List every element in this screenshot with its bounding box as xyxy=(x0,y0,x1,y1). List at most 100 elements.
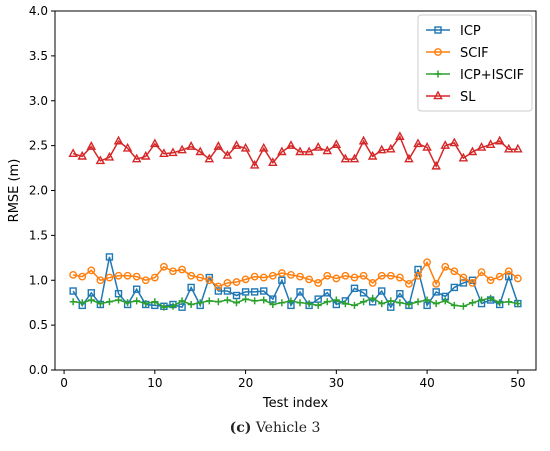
data-point-icp-iscif xyxy=(214,298,222,306)
data-point-icp-iscif xyxy=(487,294,495,302)
data-point-icp-iscif xyxy=(514,300,522,308)
y-tick-label: 1.5 xyxy=(29,228,48,242)
legend-marker-icp xyxy=(434,26,442,34)
data-point-icp xyxy=(432,288,440,296)
data-point-icp-iscif xyxy=(305,300,313,308)
data-point-icp-iscif xyxy=(205,297,213,305)
data-point-sl xyxy=(258,142,269,152)
data-point-sl xyxy=(395,131,405,140)
data-point-scif xyxy=(395,273,404,282)
data-point-sl xyxy=(122,142,133,152)
data-point-icp-iscif xyxy=(350,301,358,309)
data-point-icp-iscif xyxy=(287,297,295,305)
data-point-icp-iscif xyxy=(223,296,231,304)
data-point-scif xyxy=(423,258,431,267)
data-point-icp xyxy=(187,283,195,292)
data-point-icp-iscif xyxy=(187,300,195,308)
data-point-scif xyxy=(277,269,286,277)
data-point-sl xyxy=(367,150,378,160)
caption-label: (c) xyxy=(229,420,252,436)
data-point-sl xyxy=(313,141,323,151)
data-point-icp-iscif xyxy=(378,300,386,308)
y-tick-label: 3.5 xyxy=(29,49,48,63)
data-point-icp-iscif xyxy=(323,298,331,306)
legend-marker-scif xyxy=(434,48,442,56)
data-point-sl xyxy=(485,139,496,149)
data-point-sl xyxy=(140,150,151,160)
data-point-sl xyxy=(277,146,287,156)
data-point-sl xyxy=(413,138,423,148)
data-point-scif xyxy=(78,272,87,281)
data-point-sl xyxy=(494,135,505,145)
data-point-scif xyxy=(232,278,241,286)
data-point-icp xyxy=(323,289,331,297)
series-line-icp xyxy=(72,256,519,309)
data-point-sl xyxy=(286,140,296,149)
data-point-scif xyxy=(405,279,413,288)
data-point-sl xyxy=(295,146,305,156)
data-point-scif xyxy=(495,272,504,281)
data-point-scif xyxy=(513,274,522,283)
data-point-sl xyxy=(131,153,142,163)
y-tick-label: 2.5 xyxy=(29,139,48,153)
data-point-icp-iscif xyxy=(332,296,340,304)
x-axis-ticks: 0 10 20 30 40 50 xyxy=(60,370,525,390)
x-tick-label: 10 xyxy=(147,376,162,390)
data-point-scif xyxy=(441,262,450,271)
data-point-icp xyxy=(450,283,459,292)
data-point-icp-iscif xyxy=(450,301,458,309)
data-point-sl xyxy=(503,143,514,153)
data-point-icp-iscif xyxy=(387,297,395,305)
data-point-sl xyxy=(150,138,160,148)
data-point-sl xyxy=(222,150,233,159)
data-point-scif xyxy=(386,271,395,280)
data-point-icp-iscif xyxy=(160,303,168,311)
data-point-sl xyxy=(240,142,251,152)
series-icp-iscif xyxy=(69,294,522,311)
data-point-icp xyxy=(69,287,77,295)
data-point-icp xyxy=(396,290,404,298)
data-point-icp xyxy=(505,272,513,281)
y-axis-label: RMSE (m) xyxy=(7,159,22,223)
data-point-scif xyxy=(259,273,268,282)
data-point-icp-iscif xyxy=(396,299,404,307)
x-tick-label: 40 xyxy=(419,376,434,390)
data-point-icp xyxy=(132,285,141,293)
data-point-icp-iscif xyxy=(69,298,77,306)
plot-data xyxy=(68,131,523,311)
x-axis-label: Test index xyxy=(262,396,329,411)
data-point-sl xyxy=(386,143,396,153)
data-point-sl xyxy=(349,153,360,163)
legend: ICP SCIF ICP+ISCIF SL xyxy=(417,14,533,112)
data-point-scif xyxy=(486,276,495,285)
data-point-scif xyxy=(323,271,332,280)
data-point-sl xyxy=(404,153,414,163)
data-point-scif xyxy=(223,279,232,287)
legend-marker-icp-iscif xyxy=(434,70,442,78)
y-axis-ticks: 0.0 0.5 1.0 1.5 2.0 2.5 3.0 3.5 4.0 xyxy=(29,4,55,377)
data-point-scif xyxy=(287,270,295,279)
data-point-icp xyxy=(214,287,223,295)
data-point-sl xyxy=(104,151,115,161)
data-point-scif xyxy=(114,271,123,280)
data-point-scif xyxy=(250,272,259,281)
data-point-scif xyxy=(69,270,78,279)
data-point-icp-iscif xyxy=(314,301,322,309)
y-tick-label: 1.0 xyxy=(29,273,48,287)
x-tick-label: 0 xyxy=(60,376,68,390)
data-point-scif xyxy=(414,271,422,280)
data-point-sl xyxy=(95,155,106,165)
data-point-icp-iscif xyxy=(369,294,377,302)
data-point-scif xyxy=(141,276,150,285)
data-point-sl xyxy=(86,141,97,150)
legend-item-icp-iscif: ICP+ISCIF xyxy=(426,68,524,83)
legend-box xyxy=(417,14,533,112)
data-point-scif xyxy=(96,276,105,285)
data-point-scif xyxy=(296,272,304,281)
data-point-icp xyxy=(459,279,468,287)
data-point-icp-iscif xyxy=(178,297,186,305)
legend-marker-sl xyxy=(433,90,443,100)
data-point-icp-iscif xyxy=(115,296,123,304)
data-point-sl xyxy=(440,140,451,149)
data-point-icp xyxy=(359,289,368,297)
